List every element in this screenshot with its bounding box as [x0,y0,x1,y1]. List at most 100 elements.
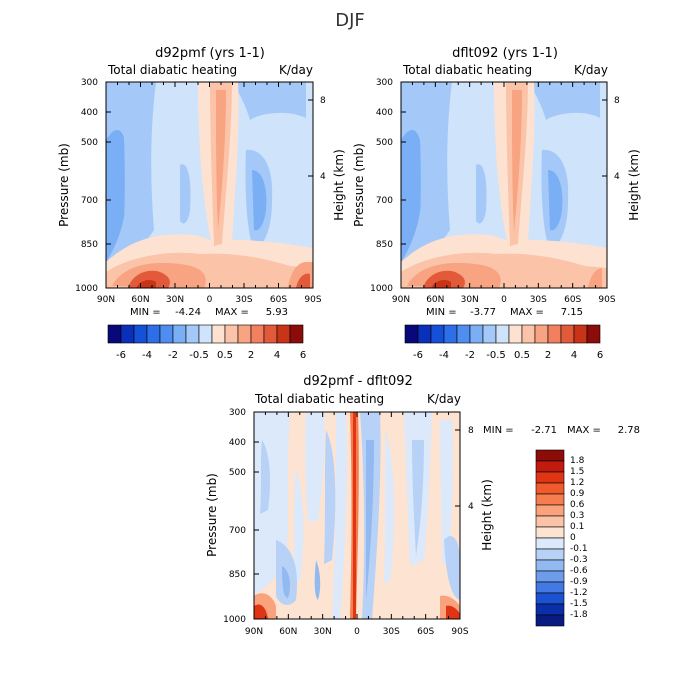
panel-1-subtitle-left: Total diabatic heating [107,63,237,77]
panel-3-x-tick-1: 60N [279,627,297,637]
panel-3-cb-swatch-0 [535,449,565,462]
panel-2-height-tick-4: 4 [614,172,620,182]
panel-2-y-tick-labels: 300 400 500 700 850 1000 [370,78,393,294]
cb2-swatch-0 [404,324,419,344]
panel-3-title: d92pmf - dflt092 [303,374,413,389]
panel-3-cb-label-9: -0.3 [570,555,588,565]
panel-2-x-tick-labels: 90N 60N 30N 0 30S 60S 90S [392,295,616,305]
panel-3-y-right-tick-labels: 8 4 [468,426,474,512]
panel-3-subtitle-left: Total diabatic heating [254,392,384,406]
panel-1-x-tick-labels: 90N 60N 30N 0 30S 60S 90S [97,295,322,305]
panel-3-cb-label-7: 0 [570,533,576,543]
cb2-swatch-6 [482,324,497,344]
panel-3-x-tick-6: 90S [451,627,468,637]
panel-3-x-tick-5: 60S [417,627,434,637]
panel-2-colorbar [404,324,601,344]
panel-1-ylabel-right: Height (km) [332,149,346,220]
cb1-swatch-10 [237,324,252,344]
panel-3-x-tick-3: 0 [354,627,360,637]
panel-1-x-tick-4: 30S [235,295,252,305]
panel-1-x-tick-2: 30N [166,295,184,305]
cb2-swatch-11 [547,324,562,344]
panel-1-cb-label-2: -2 [168,350,178,361]
panel-3-y-tick-2: 500 [229,468,246,478]
panel-2-x-tick-0: 90N [392,295,410,305]
panel-3-ticks [253,411,461,620]
panel-3-cb-swatch-2 [535,471,565,484]
panel-3-cb-swatch-4 [535,493,565,506]
panel-3-cb-swatch-5 [535,504,565,517]
cb1-swatch-7 [198,324,213,344]
panel-2-x-tick-2: 30N [461,295,479,305]
panel-1-y-tick-2: 500 [81,138,98,148]
panel-2-title: dflt092 (yrs 1-1) [452,46,558,61]
panel-3-cb-label-14: -1.8 [570,610,588,620]
panel-3-plot [254,412,460,619]
panel-3-cb-label-10: -0.6 [570,566,588,576]
panel-1-cb-label-1: -4 [142,350,152,361]
panel-3-min-value: -2.71 [531,425,557,436]
panel-1-y-tick-labels: 300 400 500 700 850 1000 [75,78,98,294]
panel-3-x-tick-0: 90N [245,627,263,637]
panel-3-height-tick-8: 8 [468,426,474,436]
panel-2-ylabel-right: Height (km) [627,149,641,220]
panel-3-cb-swatch-3 [535,482,565,495]
panel-1-height-tick-4: 4 [320,172,326,182]
panel-3-cb-swatch-1 [535,460,565,473]
panel-1-y-tick-5: 1000 [75,284,98,294]
panel-2: dflt092 (yrs 1-1) Total diabatic heating… [352,46,641,361]
panel-3-cb-label-2: 1.2 [570,478,584,488]
panel-3-cb-label-0: 1.8 [570,456,585,466]
panel-2-x-tick-4: 30S [530,295,547,305]
panel-2-y-tick-1: 400 [376,108,393,118]
cb2-swatch-13 [573,324,588,344]
panel-3-y-tick-4: 850 [229,570,246,580]
panel-3-y-tick-0: 300 [229,408,246,418]
cb1-swatch-1 [120,324,135,344]
panel-1-plot [106,82,313,288]
panel-1-cb-label-5: 2 [248,350,254,361]
panel-3-cb-label-12: -1.2 [570,588,588,598]
panel-3-cb-label-6: 0.1 [570,522,584,532]
panel-2-subtitle-left: Total diabatic heating [402,63,532,77]
panel-2-min-label: MIN = [426,307,457,318]
cb1-swatch-8 [211,324,226,344]
panel-3-cb-swatch-8 [535,537,565,550]
panel-2-y-tick-3: 700 [376,196,393,206]
panel-2-y-tick-5: 1000 [370,284,393,294]
panel-3-cb-swatch-14 [535,603,565,616]
panel-2-ticks [400,81,608,289]
panel-3-cb-label-11: -0.9 [570,577,588,587]
panel-2-x-tick-1: 60N [426,295,444,305]
panel-1-cb-label-0: -6 [116,350,126,361]
panel-2-y-right-tick-labels: 8 4 [614,96,620,182]
panel-1-x-tick-1: 60N [131,295,149,305]
panel-2-height-tick-8: 8 [614,96,620,106]
panel-1-max-label: MAX = [215,307,249,318]
cb1-swatch-6 [185,324,200,344]
panel-3-y-tick-3: 700 [229,526,246,536]
panel-2-max-label: MAX = [510,307,544,318]
panel-2-x-tick-6: 90S [598,295,615,305]
panel-2-cb-label-6: 4 [571,350,577,361]
cb1-swatch-5 [172,324,187,344]
cb2-swatch-5 [469,324,484,344]
panel-3-cb-label-13: -1.5 [570,599,588,609]
panel-3: d92pmf - dflt092 Total diabatic heating … [205,374,640,637]
panel-3-height-tick-4: 4 [468,502,474,512]
panel-3-x-tick-2: 30N [314,627,332,637]
panel-3-colorbar-labels: 1.8 1.5 1.2 0.9 0.6 0.3 0.1 0 -0.1 -0.3 … [570,456,588,620]
panel-1-subtitle-right: K/day [279,63,313,77]
panel-2-max-value: 7.15 [561,307,583,318]
panel-1-max-value: 5.93 [266,307,288,318]
panel-3-cb-label-4: 0.6 [570,500,585,510]
panel-2-cb-label-7: 6 [597,350,603,361]
panel-2-cb-label-0: -6 [413,350,423,361]
panel-1-min-value: -4.24 [175,307,201,318]
panel-1-cb-label-4: 0.5 [217,350,233,361]
panel-3-cb-label-5: 0.3 [570,511,584,521]
cb2-swatch-8 [508,324,523,344]
cb1-swatch-14 [289,324,304,344]
panel-3-cb-label-8: -0.1 [570,544,588,554]
panel-3-cb-swatch-10 [535,559,565,572]
